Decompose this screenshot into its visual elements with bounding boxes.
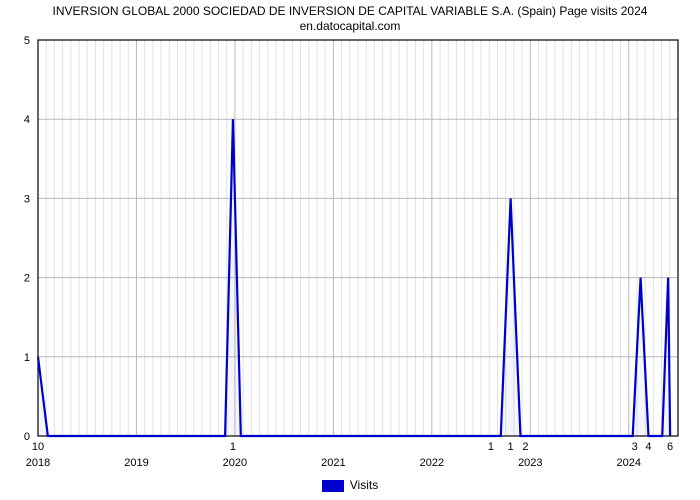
y-tick-label: 5: [24, 35, 30, 47]
x-tick-label: 2024: [617, 457, 641, 469]
chart-legend: Visits: [0, 478, 700, 492]
x-tick-label: 2023: [518, 457, 542, 469]
x-sub-label: 1: [230, 441, 236, 453]
chart-title-line1: INVERSION GLOBAL 2000 SOCIEDAD DE INVERS…: [0, 4, 700, 19]
x-tick-label: 2019: [124, 457, 148, 469]
y-tick-label: 2: [24, 273, 30, 285]
legend-label: Visits: [350, 478, 378, 492]
x-tick-label: 2020: [223, 457, 247, 469]
visits-line-chart: 0123452018201920202021202220232024101112…: [8, 32, 694, 472]
x-tick-label: 2022: [420, 457, 444, 469]
y-tick-label: 4: [24, 114, 30, 126]
x-sub-label: 4: [645, 441, 651, 453]
x-tick-label: 2021: [321, 457, 345, 469]
x-sub-label: 6: [667, 441, 673, 453]
x-sub-label: 2: [522, 441, 528, 453]
legend-swatch: [322, 480, 344, 492]
x-sub-label: 1: [488, 441, 494, 453]
x-sub-label: 3: [632, 441, 638, 453]
y-tick-label: 0: [24, 431, 30, 443]
x-sub-label: 1: [508, 441, 514, 453]
y-tick-label: 3: [24, 193, 30, 205]
y-tick-label: 1: [24, 352, 30, 364]
x-tick-label: 2018: [26, 457, 50, 469]
chart-title: INVERSION GLOBAL 2000 SOCIEDAD DE INVERS…: [0, 4, 700, 34]
x-sub-label: 10: [32, 441, 44, 453]
